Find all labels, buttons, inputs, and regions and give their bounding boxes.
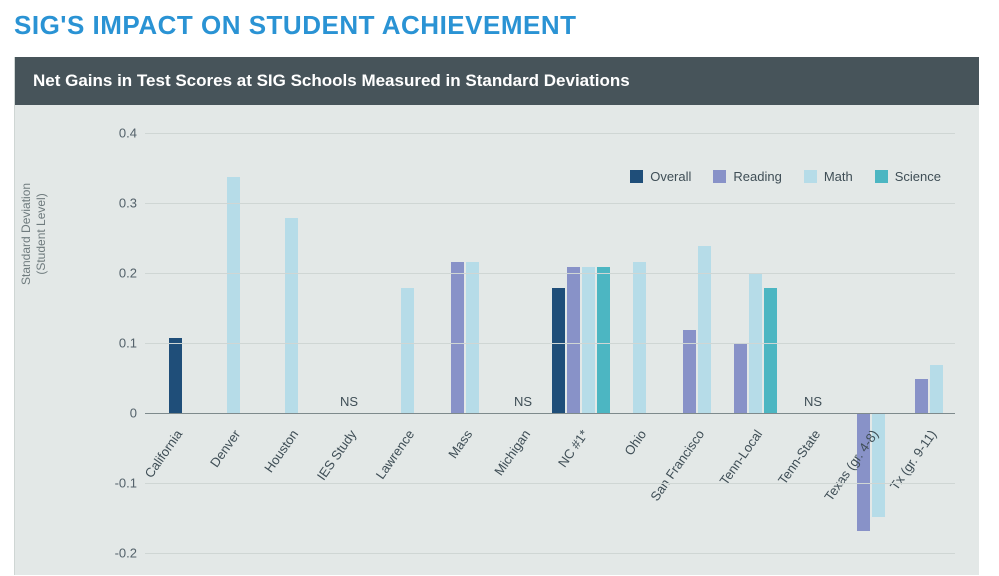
x-tick-label: Tenn-Local bbox=[717, 427, 766, 488]
ns-label: NS bbox=[514, 394, 532, 409]
y-tick-label: -0.2 bbox=[95, 546, 137, 561]
bar-reading bbox=[567, 267, 580, 413]
gridline bbox=[145, 273, 955, 274]
bar-math bbox=[633, 262, 646, 413]
chart-subtitle: Net Gains in Test Scores at SIG Schools … bbox=[15, 57, 979, 105]
x-tick-label: San Francisco bbox=[647, 427, 707, 504]
bar-math bbox=[930, 365, 943, 413]
y-tick-label: -0.1 bbox=[95, 476, 137, 491]
bar-science bbox=[597, 267, 610, 413]
x-tick-label: Denver bbox=[207, 427, 243, 470]
bar-math bbox=[698, 246, 711, 413]
gridline bbox=[145, 203, 955, 204]
y-axis-label: Standard Deviation (Student Level) bbox=[19, 183, 49, 285]
plot-area: Standard Deviation (Student Level) Overa… bbox=[15, 105, 979, 575]
bar-math bbox=[285, 218, 298, 413]
x-tick-label: Ohio bbox=[621, 427, 649, 458]
x-tick-label: California bbox=[141, 427, 185, 481]
ns-label: NS bbox=[340, 394, 358, 409]
bar-overall bbox=[552, 288, 565, 413]
bar-science bbox=[764, 288, 777, 413]
page-title: SIG'S IMPACT ON STUDENT ACHIEVEMENT bbox=[14, 10, 985, 41]
gridline bbox=[145, 483, 955, 484]
y-tick-label: 0.2 bbox=[95, 266, 137, 281]
y-tick-label: 0.1 bbox=[95, 336, 137, 351]
bar-reading bbox=[915, 379, 928, 413]
plot: OverallReadingMathScience CaliforniaDenv… bbox=[95, 133, 955, 553]
x-tick-label: Houston bbox=[261, 427, 301, 475]
x-tick-label: IES Study bbox=[314, 427, 359, 483]
ns-label: NS bbox=[804, 394, 822, 409]
chart-panel: Net Gains in Test Scores at SIG Schools … bbox=[14, 57, 979, 575]
y-tick-label: 0.3 bbox=[95, 196, 137, 211]
bar-overall bbox=[169, 338, 182, 413]
gridline bbox=[145, 413, 955, 414]
bar-math bbox=[466, 262, 479, 413]
x-tick-label: Tenn-State bbox=[775, 427, 823, 487]
bar-reading bbox=[451, 262, 464, 413]
gridline bbox=[145, 133, 955, 134]
y-tick-label: 0.4 bbox=[95, 126, 137, 141]
y-tick-label: 0 bbox=[95, 406, 137, 421]
gridline bbox=[145, 343, 955, 344]
x-tick-label: Lawrence bbox=[373, 427, 418, 482]
gridline bbox=[145, 553, 955, 554]
x-tick-label: NC #1* bbox=[555, 427, 591, 470]
bar-math bbox=[582, 267, 595, 413]
bar-math bbox=[227, 177, 240, 413]
bar-math bbox=[872, 413, 885, 517]
x-tick-label: Michigan bbox=[491, 427, 533, 478]
bar-reading bbox=[734, 344, 747, 413]
bar-math bbox=[401, 288, 414, 413]
x-tick-label: Mass bbox=[445, 427, 475, 461]
